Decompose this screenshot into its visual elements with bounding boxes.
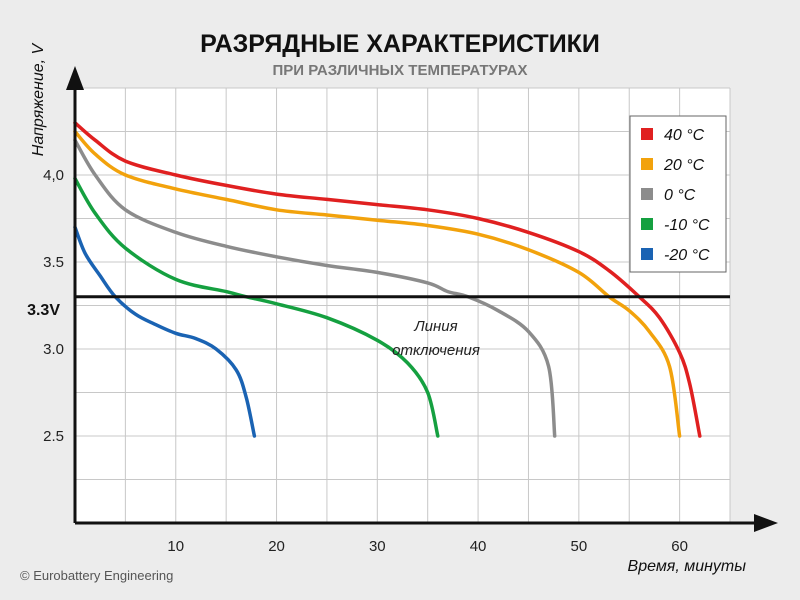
legend-swatch bbox=[641, 158, 653, 170]
y-tick-label: 2.5 bbox=[43, 428, 64, 445]
cutoff-annotation-line2: отключения bbox=[392, 342, 480, 359]
x-tick-label: 60 bbox=[671, 538, 688, 555]
series-line-3 bbox=[73, 176, 440, 438]
y-tick-label: 3.0 bbox=[43, 341, 64, 358]
legend-swatch bbox=[641, 128, 653, 140]
legend: 40 °C 20 °C 0 °C -10 °C -20 °C bbox=[629, 115, 727, 273]
legend-label: 20 °C bbox=[663, 157, 705, 174]
legend-label: -20 °C bbox=[664, 247, 710, 264]
legend-swatch bbox=[641, 188, 653, 200]
y-tick-labels: 2.5 3.0 3.5 4,0 bbox=[43, 167, 64, 445]
cutoff-annotation-line1: Линия bbox=[413, 318, 457, 335]
legend-label: 40 °C bbox=[664, 127, 705, 144]
legend-swatch bbox=[641, 218, 653, 230]
x-axis-label: Время, минуты bbox=[628, 558, 747, 575]
series-line-1 bbox=[73, 129, 682, 438]
grid-lines bbox=[75, 87, 731, 523]
x-tick-label: 30 bbox=[369, 538, 386, 555]
series-line-4 bbox=[73, 225, 257, 438]
y-tick-label: 4,0 bbox=[43, 167, 64, 184]
legend-label: 0 °C bbox=[664, 187, 696, 204]
x-tick-label: 10 bbox=[167, 538, 184, 555]
y-axis-label: Напряжение, V bbox=[30, 42, 47, 156]
x-axis-arrow bbox=[754, 514, 778, 532]
legend-label: -10 °C bbox=[664, 217, 710, 234]
copyright-text: © Eurobattery Engineering bbox=[20, 568, 173, 583]
series-line-2 bbox=[73, 138, 557, 438]
y-axis-arrow bbox=[66, 66, 84, 90]
x-tick-label: 40 bbox=[470, 538, 487, 555]
legend-swatch bbox=[641, 248, 653, 260]
x-tick-labels: 10 20 30 40 50 60 bbox=[167, 538, 688, 555]
chart-subtitle: ПРИ РАЗЛИЧНЫХ ТЕМПЕРАТУРАХ bbox=[272, 62, 527, 79]
x-tick-label: 50 bbox=[571, 538, 588, 555]
series-layer bbox=[73, 121, 702, 438]
cutoff-tick-label: 3.3V bbox=[27, 302, 60, 319]
series-line-0 bbox=[73, 121, 702, 438]
y-tick-label: 3.5 bbox=[43, 254, 64, 271]
x-tick-label: 20 bbox=[268, 538, 285, 555]
chart-title: РАЗРЯДНЫЕ ХАРАКТЕРИСТИКИ bbox=[200, 30, 600, 58]
